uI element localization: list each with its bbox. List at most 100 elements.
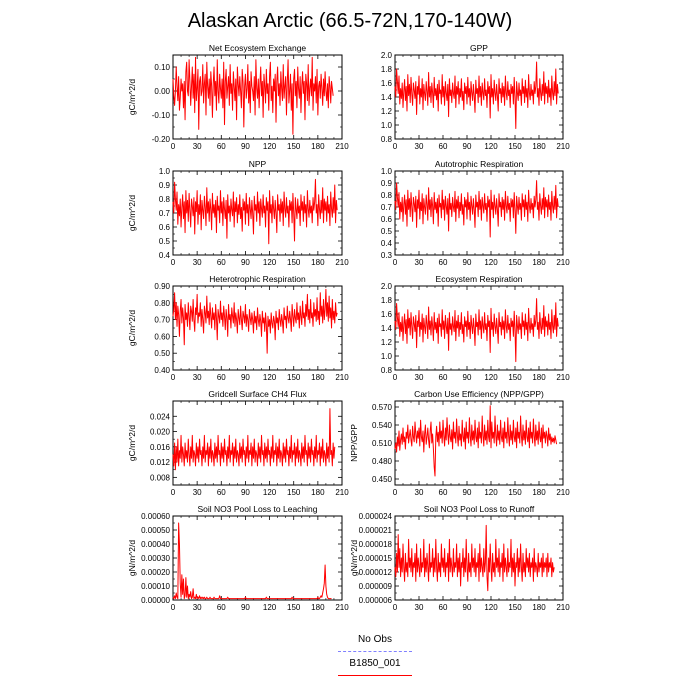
chart-7-series-line (172, 408, 336, 471)
legend-line-model (338, 675, 412, 676)
chart-9-ytick-label: 0.00000 (141, 596, 170, 605)
chart-1-xtick-label: 150 (287, 142, 301, 151)
chart-8-xtick-label: 180 (532, 488, 546, 497)
chart-7-frame (172, 400, 343, 486)
chart-7-xtick-label: 210 (335, 488, 349, 497)
chart-8-xtick-label: 150 (508, 488, 522, 497)
chart-2-xtick-label: 0 (393, 142, 398, 151)
chart-4-xtick-label: 180 (532, 258, 546, 267)
chart-1-xtick-label: 180 (311, 142, 325, 151)
chart-8-xtick-label: 0 (393, 488, 398, 497)
chart-10-xtick-label: 60 (439, 603, 448, 612)
chart-7-ytick-label: 0.012 (150, 458, 171, 467)
chart-9-xtick-label: 30 (193, 603, 202, 612)
chart-9-xtick-label: 60 (217, 603, 226, 612)
chart-2-xtick-label: 150 (508, 142, 522, 151)
chart-7-title: Gridcell Surface CH4 Flux (208, 389, 307, 399)
chart-6-series-line (394, 298, 559, 363)
chart-6-ytick-label: 1.4 (381, 324, 393, 333)
chart-3-xtick-label: 150 (287, 258, 301, 267)
chart-3-title: NPP (249, 159, 267, 169)
chart-1-xtick-label: 120 (263, 142, 277, 151)
chart-7-xtick-label: 60 (217, 488, 226, 497)
chart-6-xtick-label: 180 (532, 373, 546, 382)
chart-8-xtick-label: 60 (439, 488, 448, 497)
chart-1-xtick-label: 90 (241, 142, 250, 151)
chart-5-xtick-label: 120 (263, 373, 277, 382)
chart-4-xtick-label: 0 (393, 258, 398, 267)
chart-6-xtick-label: 0 (393, 373, 398, 382)
chart-6-ytick-label: 2.0 (381, 282, 393, 291)
chart-4-xtick-label: 60 (439, 258, 448, 267)
chart-9-ytick-label: 0.00030 (141, 554, 170, 563)
chart-5-ytick-label: 0.90 (154, 282, 170, 291)
chart-2-xtick-label: 90 (463, 142, 472, 151)
chart-9-xtick-label: 120 (263, 603, 277, 612)
chart-1-series-line (172, 56, 334, 135)
legend: No Obs B1850_001 (310, 632, 440, 682)
chart-7-xtick-label: 90 (241, 488, 250, 497)
chart-8-ytick-label: 0.510 (372, 439, 393, 448)
chart-10-xtick-label: 150 (508, 603, 522, 612)
chart-3-series-line (172, 178, 338, 245)
chart-7-xtick-label: 0 (171, 488, 176, 497)
chart-3-ylabel: gC/m^2/d (127, 195, 137, 231)
chart-3-ytick-label: 0.4 (159, 251, 171, 260)
chart-9-ytick-label: 0.00040 (141, 540, 170, 549)
chart-10-ytick-label: 0.000018 (359, 540, 393, 549)
chart-2-title: GPP (470, 43, 488, 53)
chart-9-xtick-label: 210 (335, 603, 349, 612)
chart-7-ytick-label: 0.016 (150, 443, 171, 452)
chart-1-ytick-label: 0.00 (154, 87, 170, 96)
chart-1-xtick-label: 60 (217, 142, 226, 151)
chart-8-xtick-label: 90 (463, 488, 472, 497)
chart-4-xtick-label: 120 (484, 258, 498, 267)
chart-6-ytick-label: 1.2 (381, 338, 393, 347)
chart-10-ytick-label: 0.000021 (359, 526, 393, 535)
chart-7-ytick-label: 0.008 (150, 473, 171, 482)
chart-6-ytick-label: 1.0 (381, 352, 393, 361)
chart-9-xtick-label: 180 (311, 603, 325, 612)
chart-8-ytick-label: 0.570 (372, 403, 393, 412)
chart-4-ytick-label: 1.0 (381, 167, 393, 176)
chart-3-xtick-label: 180 (311, 258, 325, 267)
chart-5-ylabel: gC/m^2/d (127, 310, 137, 346)
chart-1-frame (172, 54, 343, 140)
chart-6-xtick-label: 60 (439, 373, 448, 382)
page-title: Alaskan Arctic (66.5-72N,170-140W) (187, 10, 513, 32)
chart-8-ylabel: NPP/GPP (349, 424, 359, 462)
chart-9-ytick-label: 0.00060 (141, 512, 170, 521)
chart-6-ytick-label: 1.8 (381, 296, 393, 305)
chart-3-xtick-label: 210 (335, 258, 349, 267)
chart-5-xtick-label: 180 (311, 373, 325, 382)
chart-2-ytick-label: 1.0 (381, 121, 393, 130)
chart-3-ytick-label: 0.8 (159, 195, 171, 204)
chart-9-frame (172, 515, 343, 601)
chart-8-title: Carbon Use Efficiency (NPP/GPP) (414, 389, 544, 399)
chart-10-xtick-label: 120 (484, 603, 498, 612)
chart-4-ytick-label: 0.9 (381, 179, 393, 188)
chart-4-xtick-label: 210 (556, 258, 570, 267)
chart-2-series-line (394, 61, 559, 129)
chart-6-ytick-label: 0.8 (381, 366, 393, 375)
chart-4-ytick-label: 0.5 (381, 227, 393, 236)
chart-1-xtick-label: 0 (171, 142, 176, 151)
chart-7-xtick-label: 120 (263, 488, 277, 497)
chart-10-ytick-label: 0.000012 (359, 568, 393, 577)
chart-9-title: Soil NO3 Pool Loss to Leaching (197, 504, 317, 514)
legend-label-obs: No Obs (358, 634, 392, 645)
chart-10-title: Soil NO3 Pool Loss to Runoff (424, 504, 535, 514)
chart-3-ytick-label: 0.5 (159, 237, 171, 246)
chart-4-ytick-label: 0.8 (381, 191, 393, 200)
chart-8-xtick-label: 210 (556, 488, 570, 497)
chart-3-ytick-label: 0.7 (159, 209, 171, 218)
chart-9-series-line (172, 522, 332, 600)
chart-6-xtick-label: 150 (508, 373, 522, 382)
chart-3-xtick-label: 60 (217, 258, 226, 267)
chart-10-xtick-label: 30 (415, 603, 424, 612)
chart-1-xtick-label: 210 (335, 142, 349, 151)
chart-2-ytick-label: 1.2 (381, 107, 393, 116)
chart-1-xtick-label: 30 (193, 142, 202, 151)
chart-9-ytick-label: 0.00010 (141, 582, 170, 591)
